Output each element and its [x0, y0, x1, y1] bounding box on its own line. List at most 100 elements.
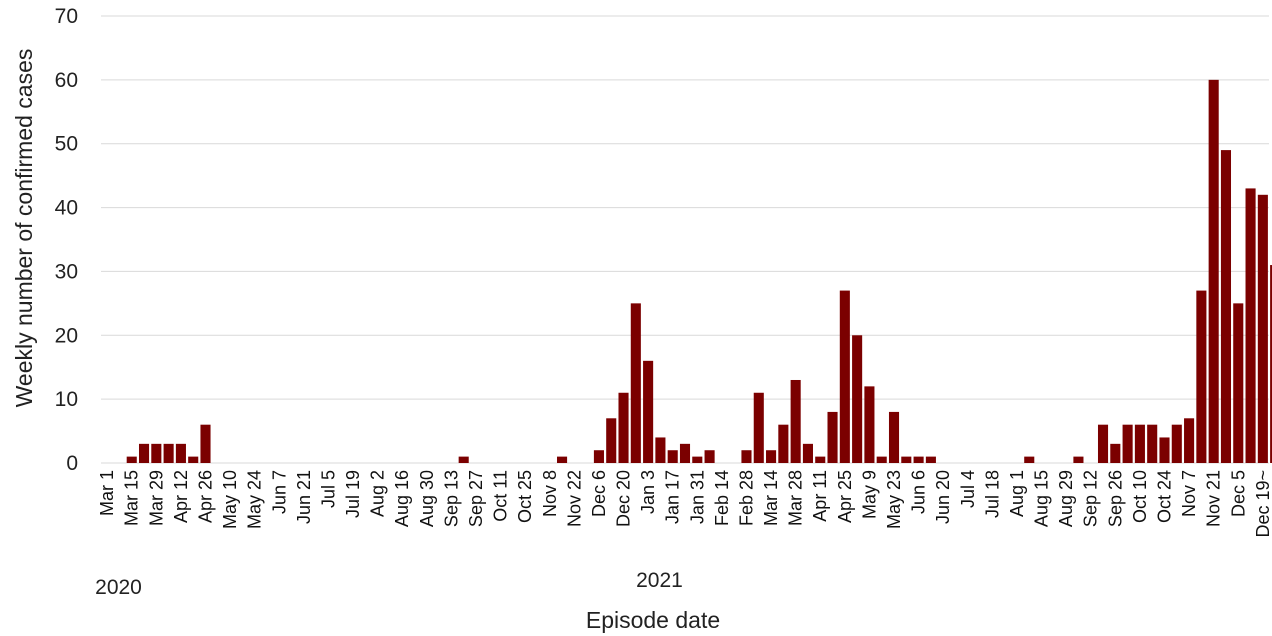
x-tick-label: May 10	[220, 470, 240, 529]
x-tick-label: Aug 1	[1007, 470, 1027, 517]
x-tick-label: Nov 7	[1179, 470, 1199, 517]
x-tick-label: May 9	[859, 470, 879, 519]
x-tick-label: Aug 16	[392, 470, 412, 527]
bar	[705, 450, 715, 463]
x-tick-label: Dec 19~	[1253, 470, 1272, 538]
bar	[631, 303, 641, 463]
x-tick-label: Aug 2	[368, 470, 388, 517]
y-tick-label: 30	[55, 260, 78, 283]
x-tick-label: Dec 6	[589, 470, 609, 517]
year-label: 2020	[95, 576, 142, 599]
y-tick-label: 40	[55, 197, 78, 220]
bar	[889, 412, 899, 463]
bar	[655, 437, 665, 463]
bar	[901, 457, 911, 463]
y-tick-label: 50	[55, 133, 78, 156]
x-tick-label: Sep 13	[441, 470, 461, 527]
x-tick-label: Nov 8	[540, 470, 560, 517]
y-axis-title: Weekly number of confirmed cases	[11, 49, 37, 408]
x-tick-label: Jul 19	[343, 470, 363, 518]
bar	[164, 444, 174, 463]
y-tick-label: 0	[66, 452, 78, 475]
bar	[1184, 418, 1194, 463]
x-tick-label: Jun 6	[909, 470, 929, 514]
x-tick-label: Jun 20	[933, 470, 953, 524]
bar	[754, 393, 764, 463]
x-tick-label: Dec 20	[614, 470, 634, 527]
x-tick-label: Mar 29	[146, 470, 166, 526]
bar	[1024, 457, 1034, 463]
x-axis-title: Episode date	[586, 607, 720, 633]
x-tick-label: Apr 26	[196, 470, 216, 523]
bar	[557, 457, 567, 463]
x-tick-label: Nov 21	[1204, 470, 1224, 527]
bar	[1135, 425, 1145, 463]
x-tick-label: Jul 18	[982, 470, 1002, 518]
bar	[594, 450, 604, 463]
x-tick-label: Apr 12	[171, 470, 191, 523]
bar	[791, 380, 801, 463]
bar	[926, 457, 936, 463]
y-axis-ticks: 0 10 20 30 40 50 60 70	[55, 5, 78, 475]
bar	[176, 444, 186, 463]
x-tick-label: Nov 22	[564, 470, 584, 527]
bar	[827, 412, 837, 463]
x-tick-label: Mar 1	[97, 470, 117, 516]
bar	[139, 444, 149, 463]
bar	[188, 457, 198, 463]
x-tick-label: Aug 29	[1056, 470, 1076, 527]
x-tick-label: Jun 21	[294, 470, 314, 524]
bar	[766, 450, 776, 463]
bar	[778, 425, 788, 463]
bar	[680, 444, 690, 463]
y-tick-label: 10	[55, 388, 78, 411]
bar	[151, 444, 161, 463]
x-tick-label: Mar 15	[122, 470, 142, 526]
bar	[1147, 425, 1157, 463]
x-tick-label: Feb 28	[736, 470, 756, 526]
y-tick-label: 70	[55, 5, 78, 28]
x-tick-label: Aug 15	[1032, 470, 1052, 527]
year-label: 2021	[636, 569, 683, 592]
bar	[914, 457, 924, 463]
bar	[127, 457, 137, 463]
bar	[668, 450, 678, 463]
x-tick-label: Oct 10	[1130, 470, 1150, 523]
bar	[1209, 80, 1219, 463]
x-tick-label: May 23	[884, 470, 904, 529]
bar	[1258, 195, 1268, 463]
bar	[864, 386, 874, 463]
bar	[852, 335, 862, 463]
x-tick-label: Jun 7	[269, 470, 289, 514]
x-tick-label: Sep 26	[1105, 470, 1125, 527]
x-tick-label: Sep 27	[466, 470, 486, 527]
bar	[1246, 188, 1256, 463]
x-tick-label: Dec 5	[1228, 470, 1248, 517]
x-tick-label: Jan 3	[638, 470, 658, 514]
bar	[1110, 444, 1120, 463]
x-tick-label: May 24	[245, 470, 265, 529]
bar	[459, 457, 469, 463]
x-tick-label: Aug 30	[417, 470, 437, 527]
bar	[803, 444, 813, 463]
x-tick-label: Jan 17	[663, 470, 683, 524]
bar	[1159, 437, 1169, 463]
bar	[840, 291, 850, 463]
bar	[815, 457, 825, 463]
bar	[643, 361, 653, 463]
x-tick-label: Oct 11	[491, 470, 511, 522]
bar	[877, 457, 887, 463]
x-tick-label: Oct 25	[515, 470, 535, 523]
x-axis-ticks: Mar 1 Mar 15 Mar 29 Apr 12 Apr 26 May 10 May 2…	[97, 470, 1272, 538]
bar	[606, 418, 616, 463]
bar	[741, 450, 751, 463]
bar	[1221, 150, 1231, 463]
x-tick-label: Sep 12	[1081, 470, 1101, 527]
bar	[1196, 291, 1206, 463]
x-tick-label: Feb 14	[712, 470, 732, 526]
bar	[1123, 425, 1133, 463]
x-tick-label: Apr 25	[835, 470, 855, 523]
x-tick-label: Apr 11	[810, 470, 830, 522]
bar	[1098, 425, 1108, 463]
